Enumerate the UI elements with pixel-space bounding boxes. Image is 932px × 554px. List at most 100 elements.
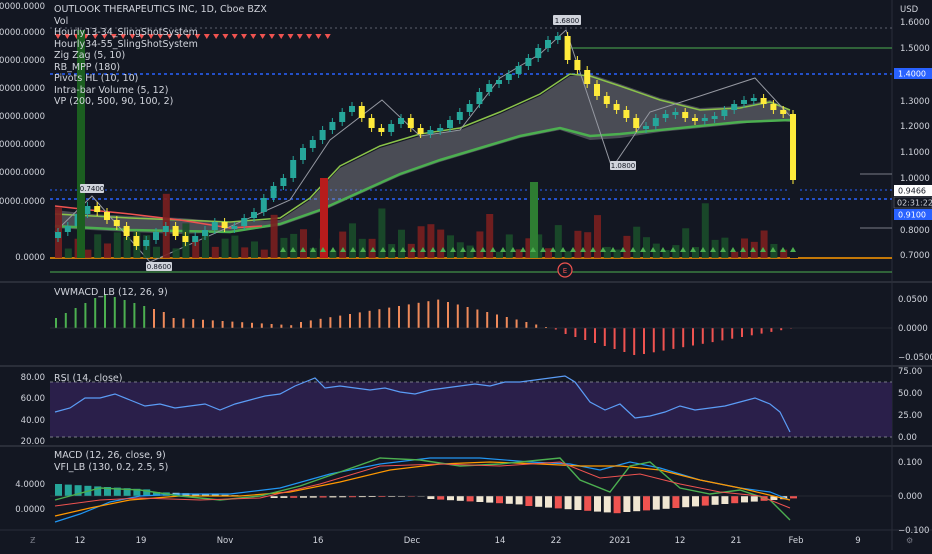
candle-body bbox=[476, 92, 482, 104]
price-axis-label: 1.5000 bbox=[900, 44, 930, 54]
macd-bar bbox=[672, 496, 679, 508]
volume-bar bbox=[222, 239, 229, 258]
price-axis-label: 0.8000 bbox=[900, 226, 930, 236]
symbol-title[interactable]: OUTLOOK THERAPEUTICS INC, 1D, Cboe BZX bbox=[54, 4, 267, 16]
time-axis-label: Nov bbox=[217, 536, 234, 546]
time-axis-label: 22 bbox=[551, 536, 562, 546]
macd-bar bbox=[692, 496, 699, 506]
candle-body bbox=[212, 222, 218, 230]
indicator-label[interactable]: Hourly13-34_SlingShotSystem bbox=[54, 27, 267, 39]
indicator-label[interactable]: Hourly34-55_SlingShotSystem bbox=[54, 39, 267, 51]
candle-body bbox=[555, 36, 561, 40]
candle-body bbox=[349, 106, 355, 112]
vwmacd-bar bbox=[173, 318, 175, 328]
gear-icon[interactable]: ⚙ bbox=[906, 536, 913, 545]
vwmacd-bar bbox=[143, 306, 145, 328]
vwmacd-bar bbox=[496, 315, 498, 329]
indicator-label[interactable]: Pivots HL (10, 10) bbox=[54, 73, 267, 85]
vwmacd-bar bbox=[133, 303, 135, 328]
macd-bar bbox=[790, 496, 797, 498]
candle-body bbox=[408, 118, 414, 128]
zigzag-label-high: 1.6800 bbox=[555, 17, 580, 25]
volume-bar bbox=[173, 248, 180, 258]
volume-bar bbox=[251, 241, 258, 258]
vwmacd-bar bbox=[594, 328, 596, 343]
vwmacd-bar bbox=[525, 322, 527, 328]
macd-left-axis-label: 0.0000 bbox=[15, 505, 45, 515]
vwmacd-bar bbox=[486, 312, 488, 328]
volume-bar bbox=[65, 249, 72, 258]
vwmacd-bar bbox=[124, 300, 126, 328]
z-icon[interactable]: Ƶ bbox=[30, 536, 36, 545]
vwmacd-bar bbox=[702, 328, 704, 344]
rsi-title[interactable]: RSI (14, close) bbox=[54, 373, 122, 384]
indicator-label[interactable]: VP (200, 500, 90, 100, 2) bbox=[54, 96, 267, 108]
candle-body bbox=[378, 128, 384, 132]
vwmacd-bar bbox=[369, 311, 371, 328]
volume-bar bbox=[84, 250, 91, 258]
macd-title[interactable]: MACD (12, 26, close, 9) bbox=[54, 450, 166, 461]
macd-bar bbox=[702, 496, 709, 506]
time-axis-label: 9 bbox=[855, 536, 860, 546]
candle-body bbox=[780, 110, 786, 114]
volume-axis-label: 70000.0000 bbox=[0, 28, 45, 38]
volume-bar bbox=[124, 237, 131, 258]
macd-bar bbox=[496, 496, 503, 503]
vwmacd-bar bbox=[114, 297, 116, 328]
vwmacd-bar bbox=[163, 312, 165, 328]
vwmacd-bar bbox=[320, 319, 322, 328]
volume-bar bbox=[555, 225, 562, 258]
time-axis-label: 12 bbox=[675, 536, 686, 546]
indicator-label[interactable]: RB_MPP (180) bbox=[54, 62, 267, 74]
vwmacd-bar bbox=[104, 294, 106, 328]
time-axis-label: 19 bbox=[136, 536, 147, 546]
candle-body bbox=[496, 80, 502, 84]
vfi-title[interactable]: VFI_LB (130, 0.2, 2.5, 5) bbox=[54, 462, 168, 473]
candle-body bbox=[202, 230, 208, 236]
zigzag-label-mid: 0.7400 bbox=[80, 185, 105, 193]
candle-body bbox=[271, 186, 277, 198]
vwmacd-bar bbox=[290, 325, 292, 328]
macd-bar bbox=[682, 496, 689, 507]
volume-bar bbox=[643, 237, 650, 258]
macd-bar bbox=[731, 496, 738, 503]
volume-bar bbox=[633, 227, 640, 258]
volume-bar bbox=[418, 226, 425, 258]
volume-bar bbox=[721, 238, 728, 258]
macd-bar bbox=[545, 496, 552, 508]
macd-bar bbox=[614, 496, 621, 513]
vwmacd-bar bbox=[565, 328, 567, 334]
candle-body bbox=[65, 226, 71, 232]
vwmacd-bar bbox=[584, 328, 586, 340]
volume-bar bbox=[731, 252, 738, 258]
candle-body bbox=[310, 140, 316, 148]
candle-body bbox=[339, 112, 345, 122]
vwmacd-title[interactable]: VWMACD_LB (12, 26, 9) bbox=[54, 287, 168, 298]
candle-body bbox=[790, 114, 796, 180]
volume-bar bbox=[584, 232, 591, 258]
vwmacd-bar bbox=[535, 325, 537, 329]
candle-body bbox=[222, 222, 228, 228]
macd-bar bbox=[427, 496, 434, 499]
indicator-label[interactable]: Intra-bar Volume (5, 12) bbox=[54, 85, 267, 97]
price-axis-label: 1.2000 bbox=[900, 122, 930, 132]
vwmacd-bar bbox=[663, 328, 665, 351]
zigzag-label-1080: 1.0800 bbox=[611, 162, 636, 170]
rsi-left-axis-label: 80.00 bbox=[21, 373, 45, 383]
indicator-label[interactable]: Vol bbox=[54, 16, 267, 28]
candle-body bbox=[114, 220, 120, 226]
vwmacd-bar bbox=[731, 328, 733, 339]
volume-bar bbox=[212, 247, 219, 258]
macd-right-axis-label: −0.100 bbox=[898, 526, 929, 536]
candle-body bbox=[320, 130, 326, 140]
candle-body bbox=[153, 232, 159, 240]
vwmacd-bar bbox=[222, 321, 224, 328]
countdown-text: 02:31:22 bbox=[897, 199, 932, 208]
macd-bar bbox=[476, 496, 483, 502]
volume-bar bbox=[231, 236, 238, 258]
vwmacd-bar bbox=[192, 319, 194, 328]
indicator-label[interactable]: Zig Zag (5, 10) bbox=[54, 50, 267, 62]
macd-bar bbox=[604, 496, 611, 512]
